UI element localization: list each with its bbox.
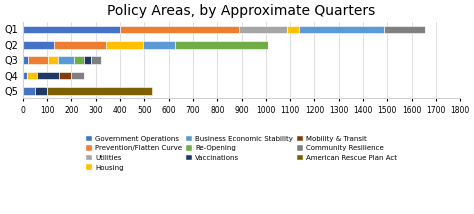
Bar — [37, 72, 59, 79]
Bar — [299, 26, 383, 33]
Bar — [35, 87, 47, 95]
Bar — [59, 72, 72, 79]
Bar — [23, 26, 120, 33]
Bar — [74, 56, 83, 64]
Title: Policy Areas, by Approximate Quarters: Policy Areas, by Approximate Quarters — [108, 4, 376, 18]
Bar — [23, 41, 55, 49]
Bar — [72, 72, 83, 79]
Bar — [28, 56, 48, 64]
Bar — [23, 56, 28, 64]
Bar — [91, 56, 100, 64]
Bar — [175, 41, 268, 49]
Bar — [27, 72, 37, 79]
Bar — [120, 26, 239, 33]
Legend: Government Operations, Prevention/Flatten Curve, Utilities, Housing, Business Ec: Government Operations, Prevention/Flatte… — [84, 134, 399, 173]
Bar — [55, 41, 106, 49]
Bar — [47, 87, 152, 95]
Bar — [23, 87, 35, 95]
Bar — [48, 56, 58, 64]
Bar — [286, 26, 299, 33]
Bar — [383, 26, 425, 33]
Bar — [143, 41, 175, 49]
Bar — [58, 56, 74, 64]
Bar — [23, 72, 27, 79]
Bar — [239, 26, 286, 33]
Bar — [83, 56, 91, 64]
Bar — [106, 41, 143, 49]
